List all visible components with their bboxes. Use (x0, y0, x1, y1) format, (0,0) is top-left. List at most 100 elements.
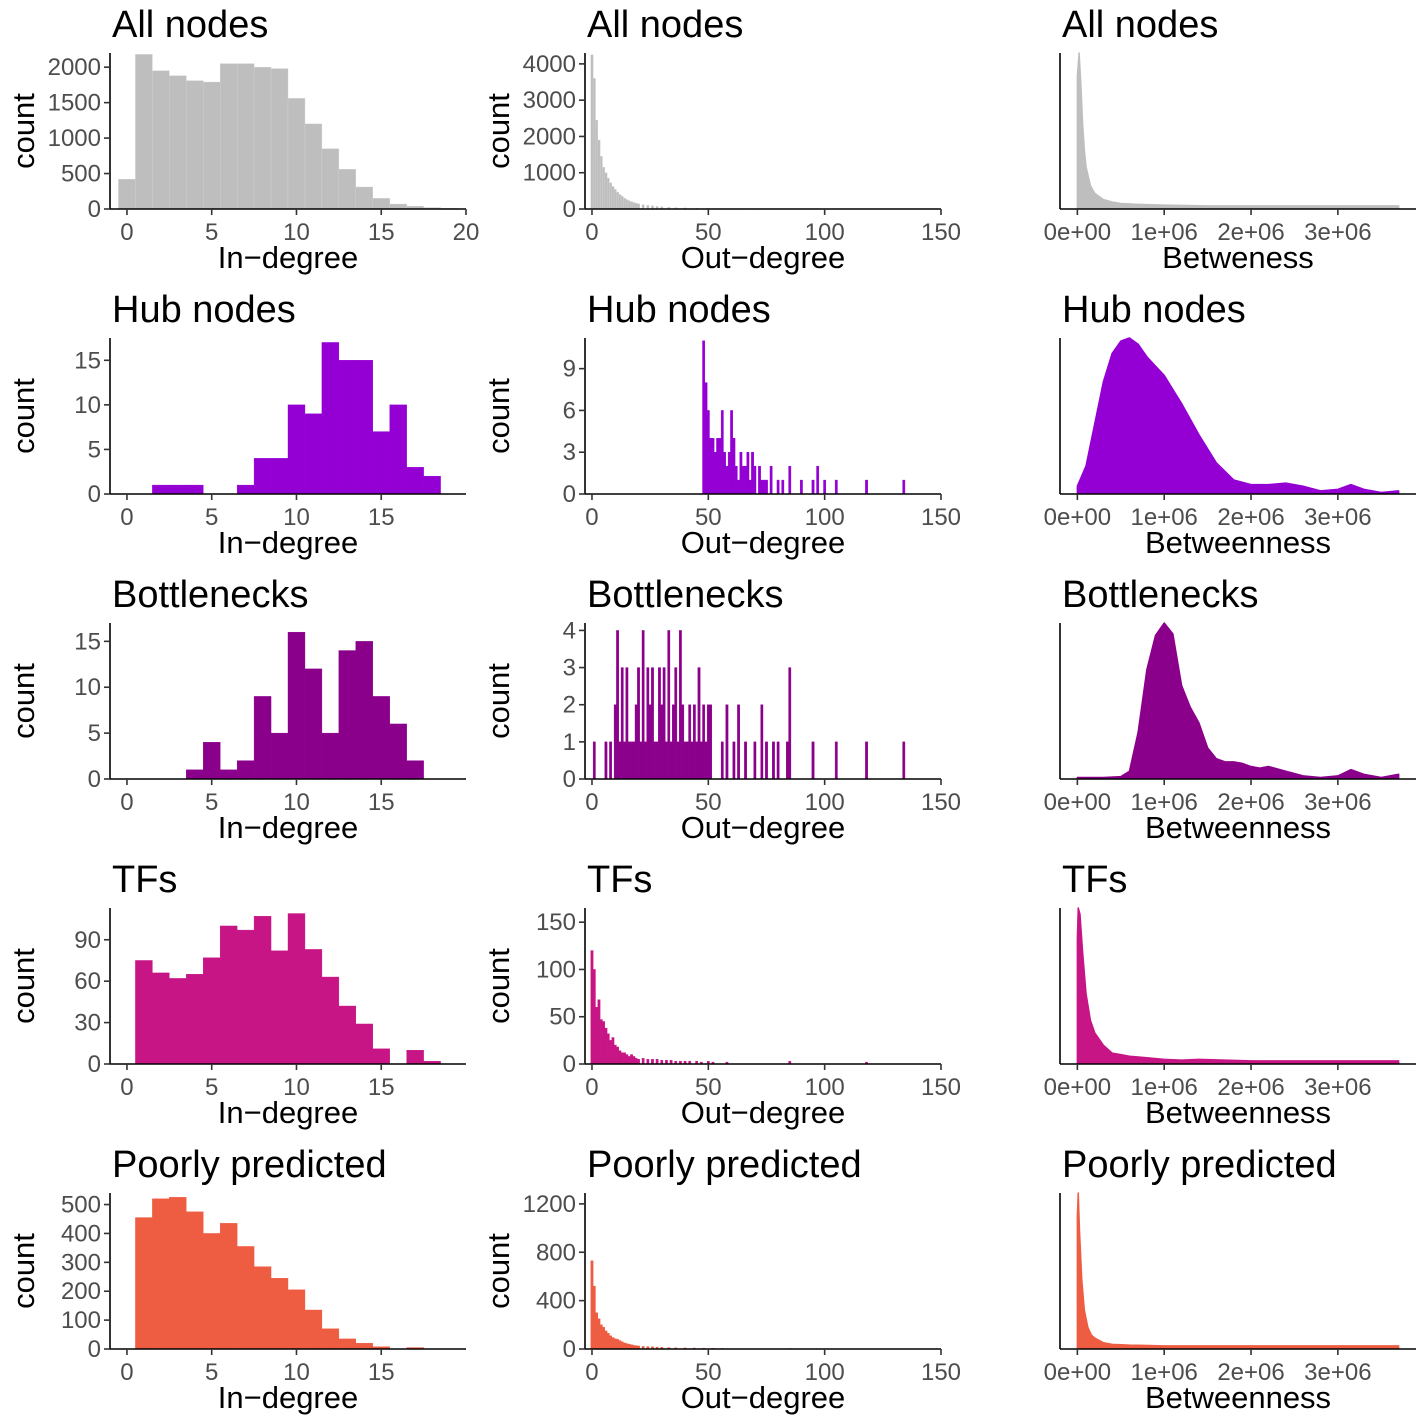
bar (733, 438, 735, 494)
bar (614, 705, 616, 779)
x-axis-title: Out−degree (681, 1095, 846, 1130)
chart-title: Bottlenecks (587, 574, 783, 616)
x-axis-title: Betweenness (1145, 525, 1331, 560)
chart-title: All nodes (1062, 4, 1218, 46)
bar (626, 1055, 628, 1064)
chart-marks (186, 632, 423, 779)
y-tick-label: 150 (536, 909, 576, 936)
bar (169, 1197, 186, 1349)
bar (719, 438, 721, 494)
bar (339, 651, 356, 779)
bar (152, 1199, 169, 1349)
x-tick-label: 0 (120, 504, 133, 531)
x-tick-label: 0e+00 (1044, 789, 1111, 816)
bar (616, 630, 618, 779)
bar (765, 742, 767, 779)
bar (390, 724, 407, 779)
bar (237, 64, 254, 209)
bar (623, 198, 625, 209)
y-tick-label: 4 (563, 617, 576, 644)
y-tick-label: 5 (88, 720, 101, 747)
y-tick-label: 0 (88, 481, 101, 508)
bar (675, 668, 677, 779)
bar (373, 1049, 390, 1064)
bar (619, 1051, 621, 1064)
y-axis-title: count (6, 93, 41, 169)
y-tick-label: 3 (563, 655, 576, 682)
bar (407, 467, 424, 494)
bar (203, 1233, 220, 1349)
bar (630, 742, 632, 779)
x-tick-label: 15 (368, 789, 395, 816)
x-tick-label: 0 (585, 219, 598, 246)
chart-title: Hub nodes (1062, 289, 1246, 331)
chart-title: Bottlenecks (1062, 574, 1258, 616)
bar (373, 696, 390, 779)
bar (707, 705, 709, 779)
y-tick-label: 30 (74, 1010, 101, 1037)
bar (642, 630, 644, 779)
bar (612, 1338, 614, 1349)
bar (237, 761, 254, 779)
x-tick-label: 15 (368, 504, 395, 531)
bar (633, 202, 635, 209)
bar (772, 742, 774, 779)
bar (288, 914, 305, 1064)
bar (186, 974, 203, 1064)
bar (691, 742, 693, 779)
y-tick-label: 0 (563, 1336, 576, 1363)
bar (407, 761, 424, 779)
bar (152, 485, 169, 494)
bar (305, 1310, 322, 1349)
bar (254, 696, 271, 779)
x-tick-label: 0 (120, 1074, 133, 1101)
bar (305, 949, 322, 1064)
chart-title: Poorly predicted (587, 1144, 862, 1186)
bar (865, 742, 867, 779)
bar (593, 1286, 595, 1349)
bar (288, 632, 305, 779)
bar (735, 466, 737, 494)
bar (644, 742, 646, 779)
bar (288, 98, 305, 209)
bar (614, 1339, 616, 1349)
bar (237, 930, 254, 1064)
bar (598, 140, 600, 209)
x-axis-title: In−degree (218, 1095, 358, 1130)
bar (169, 978, 186, 1064)
bar (640, 742, 642, 779)
y-tick-label: 500 (61, 1192, 101, 1219)
bar (684, 742, 686, 779)
bar (169, 485, 186, 494)
bar (705, 383, 707, 494)
bar (789, 668, 791, 779)
chart-marks (593, 630, 905, 779)
bar (628, 1056, 630, 1064)
y-tick-label: 50 (549, 1004, 576, 1031)
bar (135, 1218, 152, 1349)
bar (754, 742, 756, 779)
bar (424, 476, 441, 494)
y-tick-label: 500 (61, 161, 101, 188)
bar (600, 156, 602, 209)
y-tick-label: 0 (88, 196, 101, 223)
bar (823, 480, 825, 494)
chart-title: Poorly predicted (112, 1144, 387, 1186)
chart-title: Poorly predicted (1062, 1144, 1337, 1186)
bar (619, 742, 621, 779)
bar (602, 1021, 604, 1064)
bar (598, 1319, 600, 1349)
bar (703, 705, 705, 779)
bar (591, 55, 593, 209)
chart-marks (591, 951, 868, 1064)
y-tick-label: 1 (563, 729, 576, 756)
bar (812, 742, 814, 779)
x-axis-title: Out−degree (681, 810, 846, 845)
